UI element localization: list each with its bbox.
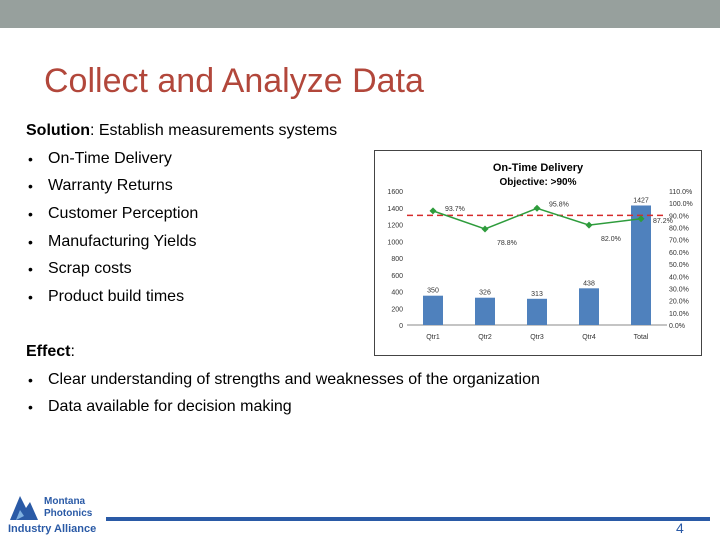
effect-bullet-understanding: Clear understanding of strengths and wea… [48, 371, 540, 388]
y-left-tick-label: 1400 [387, 206, 403, 213]
slide-title: Collect and Analyze Data [44, 62, 424, 100]
x-tick-label: Qtr4 [582, 334, 596, 341]
bullet-manufacturing-yields: Manufacturing Yields [48, 233, 197, 250]
y-right-tick-label: 70.0% [669, 238, 689, 245]
y-left-tick-label: 1600 [387, 189, 403, 196]
percentage-data-label: 93.7% [445, 206, 465, 213]
bullet-marker: • [28, 261, 33, 277]
y-left-tick-label: 0 [399, 323, 403, 330]
bar [423, 295, 443, 325]
bullet-scrap-costs: Scrap costs [48, 260, 132, 277]
bar [579, 288, 599, 325]
percentage-point [429, 207, 437, 215]
chart-title: On-Time Delivery [493, 162, 584, 174]
percentage-data-label: 78.8% [497, 240, 517, 247]
logo-text-line1: Montana [44, 496, 86, 507]
y-right-tick-label: 10.0% [669, 311, 689, 318]
x-tick-label: Qtr3 [530, 334, 544, 341]
montana-photonics-logo: Montana Photonics Industry Alliance [8, 496, 96, 535]
y-left-tick-label: 800 [391, 256, 403, 263]
bullet-marker: • [28, 234, 33, 250]
y-left-tick-label: 600 [391, 273, 403, 280]
bar-data-label: 438 [583, 280, 595, 287]
bullet-marker: • [28, 206, 33, 222]
on-time-delivery-chart: On-Time Delivery Objective: >90% 1600 1400 1… [374, 150, 702, 356]
bar-data-label: 313 [531, 291, 543, 298]
x-tick-label: Qtr1 [426, 334, 440, 341]
logo-text-line3: Industry Alliance [8, 523, 96, 535]
percentage-data-label: 87.2% [653, 218, 673, 225]
y-right-tick-label: 60.0% [669, 250, 689, 257]
percentage-point [533, 204, 541, 212]
solution-label: Solution [26, 122, 90, 139]
bar-data-label: 326 [479, 290, 491, 297]
page-number: 4 [676, 520, 684, 536]
y-right-tick-label: 80.0% [669, 226, 689, 233]
bullet-marker: • [28, 178, 33, 194]
bullet-marker: • [28, 151, 33, 167]
y-right-tick-label: 50.0% [669, 262, 689, 269]
y-left-tick-label: 400 [391, 290, 403, 297]
y-right-tick-label: 90.0% [669, 213, 689, 220]
solution-text: : Establish measurements systems [89, 122, 338, 139]
bullet-marker: • [28, 289, 33, 305]
y-right-tick-label: 40.0% [669, 274, 689, 281]
bullet-marker: • [28, 399, 33, 415]
y-right-tick-label: 0.0% [669, 323, 685, 330]
bar-data-label: 350 [427, 288, 439, 295]
bullet-product-build-times: Product build times [48, 288, 185, 305]
bullet-on-time-delivery: On-Time Delivery [48, 150, 172, 167]
y-right-tick-label: 100.0% [669, 201, 693, 208]
y-right-tick-label: 20.0% [669, 299, 689, 306]
x-tick-label: Total [634, 334, 649, 341]
percentage-data-label: 82.0% [601, 236, 621, 243]
chart-svg: On-Time Delivery Objective: >90% 1600 1400 1… [387, 162, 693, 341]
y-left-tick-label: 200 [391, 306, 403, 313]
percentage-point [637, 215, 645, 223]
bar [475, 297, 495, 325]
effect-colon: : [70, 343, 75, 360]
x-tick-label: Qtr2 [478, 334, 492, 341]
effect-line: Effect: [26, 343, 75, 361]
effect-bullet-decision-making: Data available for decision making [48, 398, 292, 415]
bar [527, 298, 547, 325]
bar-data-label: 1427 [633, 197, 649, 204]
mountain-icon [10, 496, 38, 520]
chart-subtitle: Objective: >90% [500, 177, 577, 188]
bullet-warranty-returns: Warranty Returns [48, 177, 173, 194]
logo-text-line2: Photonics [44, 508, 93, 519]
y-left-tick-label: 1000 [387, 239, 403, 246]
bar [631, 205, 651, 325]
percentage-point [481, 225, 489, 233]
bullet-marker: • [28, 372, 33, 388]
solution-line: Solution: Establish measurements systems [26, 122, 337, 140]
y-left-tick-label: 1200 [387, 223, 403, 230]
bullet-customer-perception: Customer Perception [48, 205, 199, 222]
effect-label: Effect [26, 343, 71, 360]
percentage-point [585, 221, 593, 229]
percentage-data-label: 95.8% [549, 201, 569, 208]
y-right-tick-label: 30.0% [669, 286, 689, 293]
y-right-tick-label: 110.0% [669, 189, 692, 196]
footer-rule [106, 517, 710, 521]
top-bar [0, 0, 720, 28]
